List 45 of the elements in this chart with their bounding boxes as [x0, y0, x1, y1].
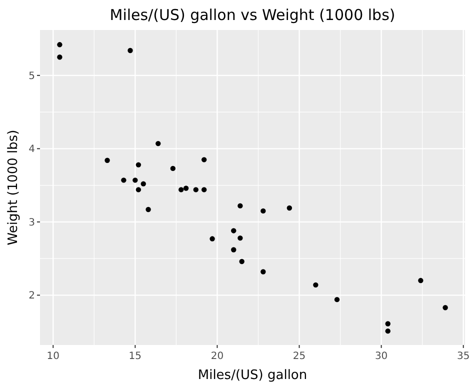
point: [238, 235, 243, 241]
point: [156, 140, 161, 146]
x-tick-label: 10: [46, 351, 60, 362]
point: [170, 166, 176, 172]
x-tick-label: 30: [374, 351, 388, 362]
point: [146, 206, 151, 212]
y-tick-label: 2: [28, 290, 35, 302]
point: [210, 236, 215, 242]
x-axis-title: Miles/(US) gallon: [198, 368, 308, 383]
y-axis-title: Weight (1000 lbs): [6, 130, 21, 246]
point: [121, 178, 126, 183]
point: [238, 203, 243, 208]
point: [136, 187, 142, 192]
point: [178, 187, 184, 192]
x-tick-label: 35: [456, 351, 470, 362]
point: [140, 181, 146, 186]
point: [193, 187, 198, 192]
point: [128, 48, 133, 54]
point: [313, 282, 318, 288]
y-tick-label: 3: [28, 217, 35, 228]
point: [57, 42, 62, 48]
point: [239, 258, 244, 264]
point: [385, 328, 390, 334]
point: [183, 186, 189, 191]
x-tick-label: 20: [210, 351, 224, 362]
y-tick-label: 5: [28, 70, 35, 82]
point: [104, 158, 110, 163]
point: [231, 228, 236, 234]
x-tick-label: 15: [128, 351, 142, 362]
point: [57, 54, 62, 60]
point: [286, 205, 292, 211]
point: [385, 321, 390, 326]
point: [418, 278, 424, 284]
point: [231, 247, 236, 252]
point: [442, 305, 448, 310]
y-tick-label: 4: [28, 144, 35, 156]
point: [136, 162, 142, 168]
point: [260, 208, 266, 214]
point: [201, 187, 207, 192]
point: [260, 269, 266, 274]
point: [201, 157, 207, 162]
point: [132, 178, 138, 183]
chart-title: Miles/(US) gallon vs Weight (1000 lbs): [110, 6, 396, 24]
point: [334, 296, 340, 302]
x-tick-label: 25: [292, 351, 306, 362]
